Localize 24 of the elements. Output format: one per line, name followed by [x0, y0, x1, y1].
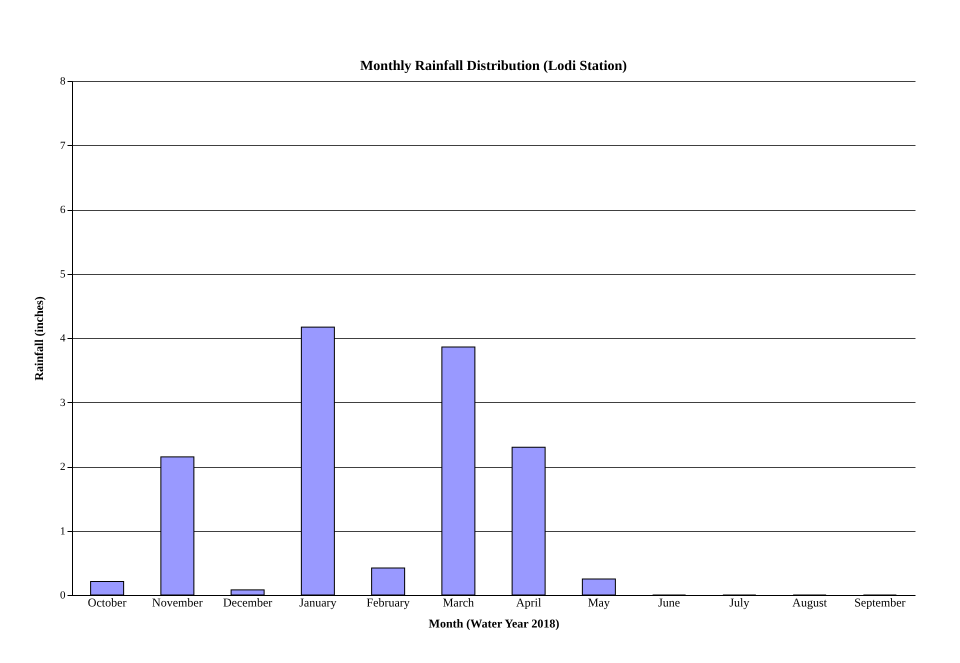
- x-tick-label: June: [658, 596, 680, 610]
- x-axis-title: Month (Water Year 2018): [428, 616, 560, 630]
- x-tick-label: February: [366, 596, 410, 610]
- x-tick-label: September: [854, 596, 906, 610]
- x-tick-label: May: [588, 596, 610, 610]
- chart-title: Monthly Rainfall Distribution (Lodi Station): [360, 59, 628, 74]
- x-tick-label: April: [516, 596, 542, 610]
- x-tick-label: January: [299, 596, 337, 610]
- y-tick-label: 7: [60, 140, 66, 152]
- y-tick-label: 0: [60, 590, 66, 602]
- y-tick-label: 5: [60, 268, 66, 280]
- x-tick-label: October: [88, 596, 126, 610]
- x-tick-label: March: [442, 596, 474, 610]
- y-tick-label: 2: [60, 461, 66, 473]
- y-axis-title: Rainfall (inches): [32, 296, 46, 381]
- x-tick-label: December: [222, 596, 272, 610]
- x-tick-label: August: [792, 596, 828, 610]
- y-tick-label: 1: [60, 525, 66, 538]
- y-tick-label: 4: [60, 332, 66, 344]
- y-tick-label: 3: [60, 396, 66, 409]
- y-tick-label: 8: [60, 76, 66, 88]
- x-tick-label: November: [152, 596, 203, 610]
- y-tick-label: 6: [60, 204, 66, 216]
- x-tick-label: July: [729, 596, 750, 610]
